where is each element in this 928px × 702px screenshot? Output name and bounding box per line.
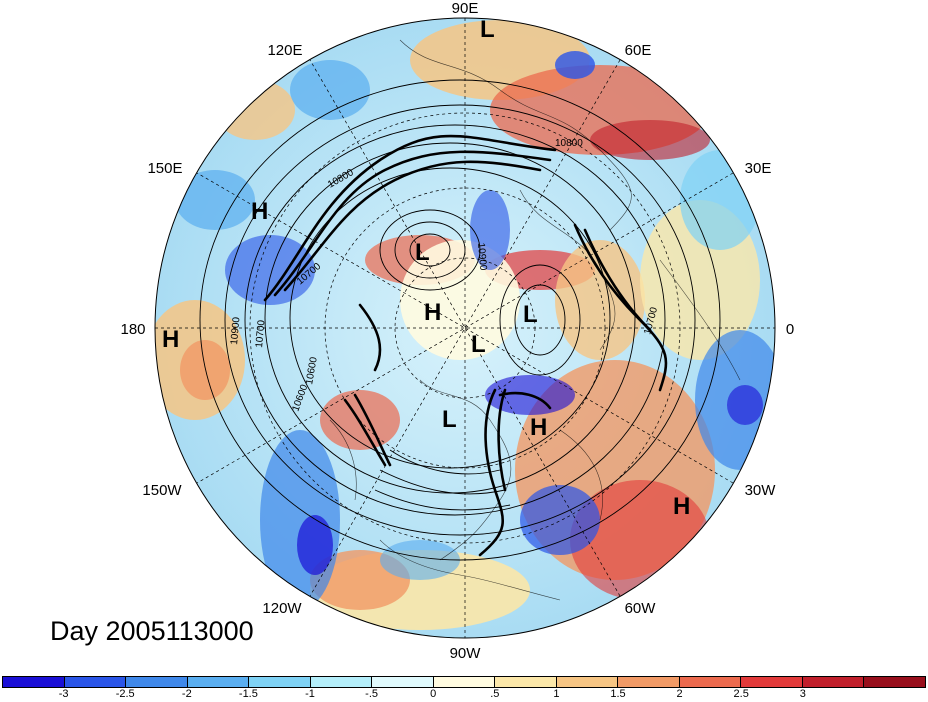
anomaly-field	[155, 20, 775, 630]
contour-label: 10800	[555, 138, 583, 149]
lon-label-60e: 60E	[625, 42, 652, 59]
colorbar-swatch	[556, 677, 619, 687]
colorbar-swatch	[433, 677, 496, 687]
colorbar-tick-label: -1	[305, 688, 315, 700]
lon-label-150e: 150E	[147, 160, 182, 177]
colorbar-tick-label: 0	[430, 688, 437, 700]
low-center: L	[442, 406, 457, 433]
colorbar-swatch	[3, 677, 65, 687]
high-center: H	[251, 198, 268, 225]
colorbar-swatch	[372, 677, 434, 687]
colorbar-swatch	[802, 677, 865, 687]
high-center: H	[162, 326, 179, 353]
lon-label-30e: 30E	[745, 160, 772, 177]
lon-label-120e: 120E	[267, 42, 302, 59]
colorbar-swatch	[741, 677, 803, 687]
high-center: H	[424, 299, 441, 326]
contour-label: 10900	[229, 316, 242, 345]
colorbar-tick-label: -.5	[365, 688, 379, 700]
jet-contours	[263, 134, 668, 557]
date-caption: Day 2005113000	[50, 616, 254, 646]
colorbar-tick-label: 2	[676, 688, 683, 700]
lon-label-60w: 60W	[625, 600, 657, 617]
contour-label: 10700	[254, 319, 267, 348]
contour-label: 10600	[304, 356, 320, 386]
lon-label-30w: 30W	[745, 482, 777, 499]
polar-map: 90E 60E 30E 0 30W 60W 90W 120W 150W 180 …	[120, 0, 794, 662]
colorbar-swatch	[126, 677, 188, 687]
colorbar-tick-label: 1.5	[610, 688, 626, 700]
lon-label-90w: 90W	[450, 645, 482, 662]
colorbar-swatch	[495, 677, 557, 687]
colorbar-tick-label: .5	[490, 688, 500, 700]
colorbar	[2, 676, 926, 688]
colorbar-tick-label: 2.5	[733, 688, 749, 700]
high-center: H	[530, 414, 547, 441]
colorbar-tick-label: -2.5	[115, 688, 135, 700]
colorbar-labels: -3 -2.5 -2 -1.5 -1 -.5 0 .5 1 1.5 2 2.5 3	[0, 688, 928, 702]
colorbar-swatch	[249, 677, 311, 687]
pressure-centers: L L L L L H H H H H	[162, 16, 690, 520]
low-center: L	[415, 239, 430, 266]
colorbar-tick-label: 3	[799, 688, 806, 700]
colorbar-swatch	[64, 677, 127, 687]
low-center: L	[480, 16, 495, 43]
colorbar-swatch	[679, 677, 742, 687]
contour-label: 10900	[475, 242, 488, 271]
lon-label-0: 0	[786, 321, 794, 338]
colorbar-swatch	[618, 677, 680, 687]
lon-label-90e: 90E	[452, 0, 479, 17]
lon-label-180: 180	[120, 321, 145, 338]
height-contours	[199, 79, 721, 561]
map-border	[154, 17, 776, 639]
longitude-lines	[155, 18, 775, 638]
colorbar-tick-label: -2	[181, 688, 192, 700]
coastlines	[329, 39, 741, 601]
colorbar-swatch	[310, 677, 373, 687]
lon-label-150w: 150W	[142, 482, 182, 499]
low-center: L	[471, 331, 486, 358]
lon-label-120w: 120W	[262, 600, 302, 617]
colorbar-swatch	[187, 677, 250, 687]
high-center: H	[673, 493, 690, 520]
colorbar-tick-label: 1	[553, 688, 560, 700]
longitude-labels: 90E 60E 30E 0 30W 60W 90W 120W 150W 180 …	[120, 0, 794, 662]
colorbar-swatch	[864, 677, 925, 687]
low-center: L	[523, 301, 538, 328]
colorbar-tick-label: -1.5	[238, 688, 258, 700]
colorbar-tick-label: -3	[58, 688, 69, 700]
